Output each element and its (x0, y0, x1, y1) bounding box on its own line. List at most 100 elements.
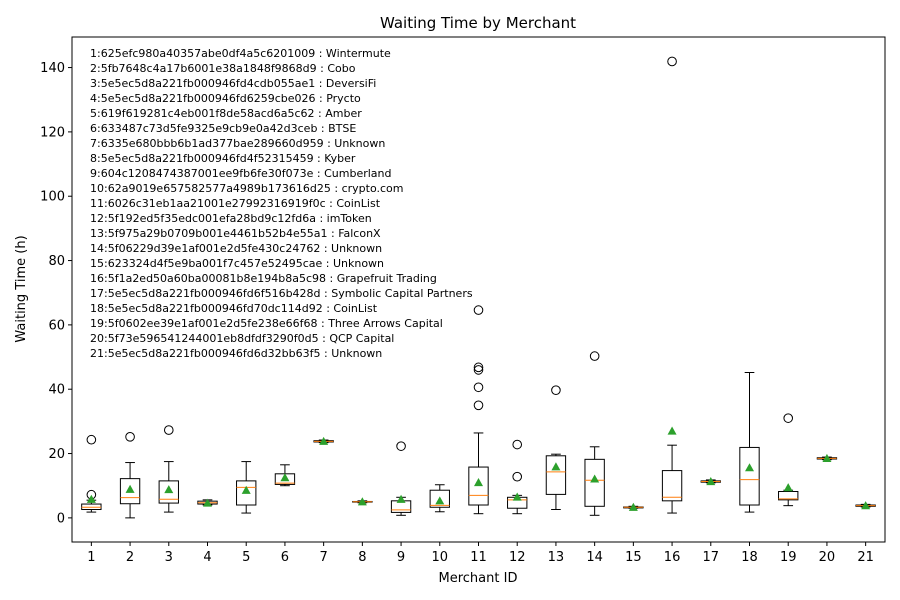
y-tick-label: 40 (48, 383, 65, 398)
mean-marker (512, 492, 522, 501)
legend-entry: 20:5f73e596541244001eb8dfdf3290f0d5 : QC… (90, 332, 394, 345)
x-tick-label: 15 (625, 550, 642, 565)
box-iqr (119, 478, 141, 505)
outlier-point (551, 385, 561, 395)
mean-marker (357, 497, 367, 506)
x-tick-label: 5 (242, 550, 250, 565)
x-tick-label: 20 (819, 550, 836, 565)
outlier-point (512, 439, 523, 450)
y-tick-label: 80 (48, 254, 65, 269)
mean-marker (203, 498, 212, 507)
box-group-18 (739, 371, 760, 513)
box-iqr (545, 455, 567, 495)
legend-entry: 7:6335e680bbb6b1ad377bae289660d959 : Unk… (90, 137, 385, 150)
box-group-21 (855, 501, 876, 510)
x-tick-label: 7 (320, 550, 328, 565)
x-tick-label: 6 (281, 550, 289, 565)
box-iqr (739, 446, 760, 506)
x-tick-label: 12 (509, 550, 526, 565)
box-group-20 (816, 453, 838, 462)
mean-marker (706, 477, 716, 486)
legend-entry: 12:5f192ed5f35edc001efa28bd9c12fd6a : im… (90, 212, 372, 225)
mean-marker (241, 485, 251, 494)
y-axis: 0 20 40 60 80 100 120 140 (40, 61, 72, 526)
box-group-11 (468, 305, 489, 515)
mean-marker (319, 436, 329, 445)
outlier-point (473, 362, 484, 373)
mean-marker (861, 501, 871, 510)
mean-marker (125, 484, 135, 493)
box-group-16 (661, 56, 683, 514)
merchant-legend: 1:625efc980a40357abe0df4a5c6201009 : Win… (90, 47, 473, 360)
box-group-2 (119, 432, 141, 519)
box-group-15 (623, 502, 644, 511)
box-group-19 (778, 413, 799, 507)
legend-entry: 10:62a9019e657582577a4989b173616d25 : cr… (90, 182, 403, 195)
legend-entry: 4:5e5ec5d8a221fb000946fd6259cbe026 : Pry… (90, 92, 361, 105)
outlier-point (125, 432, 135, 442)
box-iqr (778, 491, 799, 501)
mean-marker (667, 426, 677, 435)
legend-entry: 1:625efc980a40357abe0df4a5c6201009 : Win… (90, 47, 391, 60)
legend-entry: 13:5f975a29b0709b001e4461b52b4e55a1 : Fa… (90, 227, 381, 240)
y-tick-label: 60 (48, 318, 65, 333)
mean-marker (435, 496, 445, 505)
x-tick-label: 14 (586, 550, 603, 565)
box-group-5 (236, 461, 257, 514)
legend-entry: 11:6026c31eb1aa21001e27992316919f0c : Co… (90, 197, 381, 210)
x-tick-label: 11 (470, 550, 487, 565)
mean-marker (783, 483, 793, 492)
x-tick-label: 2 (126, 550, 134, 565)
x-tick-label: 13 (548, 550, 565, 565)
chart-title: Waiting Time by Merchant (380, 14, 576, 32)
outlier-point (473, 382, 484, 393)
mean-marker (551, 462, 561, 471)
legend-entry: 14:5f06229d39e1af001e2d5fe430c24762 : Un… (90, 242, 382, 255)
mean-marker (745, 463, 754, 472)
box-iqr (236, 480, 257, 506)
y-tick-label: 140 (40, 61, 65, 76)
box-group-14 (584, 351, 605, 516)
outlier-point (783, 413, 794, 423)
mean-marker (396, 494, 406, 503)
legend-entry: 5:619f619281c4eb001f8de58acd6a5c62 : Amb… (90, 107, 362, 120)
box-group-6 (274, 464, 296, 487)
x-tick-label: 17 (703, 550, 720, 565)
plot-area (81, 56, 876, 519)
legend-entry: 16:5f1a2ed50a60ba00081b8e194b8a5c98 : Gr… (90, 272, 437, 285)
box-group-12 (507, 439, 528, 515)
outlier-point (396, 441, 406, 451)
mean-marker (474, 477, 483, 487)
box-iqr (661, 470, 683, 502)
mean-marker (590, 474, 600, 483)
x-tick-label: 8 (358, 550, 366, 565)
box-iqr (158, 480, 179, 504)
x-tick-label: 10 (432, 550, 449, 565)
legend-entry: 8:5e5ec5d8a221fb000946fd4f52315459 : Kyb… (90, 152, 356, 165)
box-group-9 (390, 441, 412, 516)
y-axis-label: Waiting Time (h) (14, 235, 29, 342)
outlier-point (86, 434, 97, 445)
x-tick-label: 3 (165, 550, 173, 565)
x-axis: 1 2 3 4 5 6 7 8 9 10 11 12 13 14 15 16 17 18 19 20 21 (87, 542, 874, 565)
x-tick-label: 1 (87, 550, 95, 565)
box-group-13 (545, 385, 567, 511)
outlier-point (163, 425, 174, 435)
outlier-point (512, 471, 523, 482)
legend-entry: 6:633487c73d5fe9325e9cb9e0a42d3ceb : BTS… (90, 122, 356, 135)
box-iqr (429, 489, 450, 508)
legend-entry: 3:5e5ec5d8a221fb000946fd4cdb055ae1 : Dev… (90, 77, 376, 90)
y-tick-label: 20 (48, 447, 65, 462)
box-iqr (584, 458, 605, 507)
x-tick-label: 4 (203, 550, 211, 565)
legend-entry: 18:5e5ec5d8a221fb000946fd70dc114d92 : Co… (90, 302, 378, 315)
mean-marker (86, 494, 96, 503)
x-tick-label: 18 (741, 550, 758, 565)
mean-marker (628, 502, 638, 511)
box-iqr (468, 466, 489, 506)
box-group-4 (197, 498, 218, 507)
legend-entry: 15:623324d4f5e9ba001f7c457e52495cae : Un… (90, 257, 384, 270)
x-tick-label: 16 (664, 550, 681, 565)
x-axis-label: Merchant ID (439, 571, 518, 586)
